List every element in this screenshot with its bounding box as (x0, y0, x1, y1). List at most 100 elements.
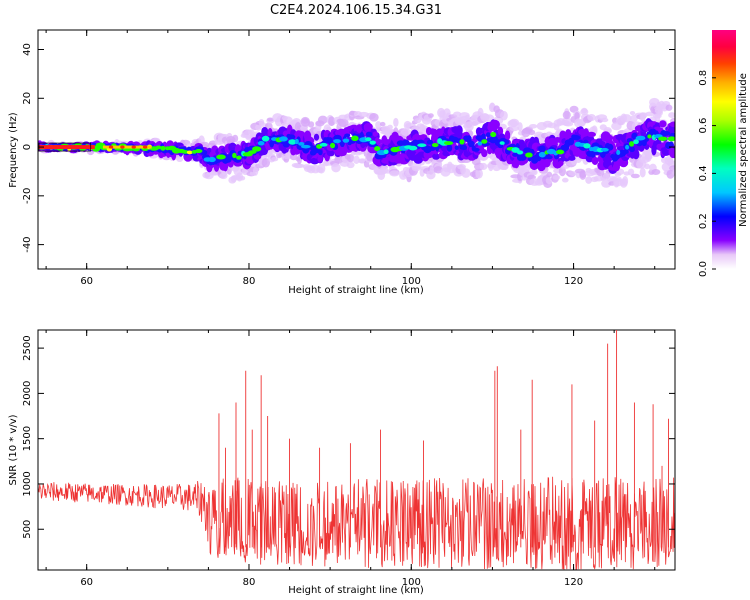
spectrogram-ylabel: Frequency (Hz) (8, 112, 19, 188)
spectrogram-xtick-label: 100 (402, 276, 421, 287)
spectrogram-halo (266, 117, 274, 122)
spectrogram-halo (479, 162, 488, 171)
spectrogram-body (481, 149, 488, 158)
spectrogram-peak (625, 144, 630, 150)
spectrogram-ytick-label: 40 (22, 43, 33, 56)
spectrogram-peak (408, 145, 418, 151)
spectrogram-body (632, 149, 640, 160)
spectrogram-core (629, 146, 635, 153)
spectrogram-halo (622, 176, 629, 186)
spectrogram-peak (261, 135, 270, 142)
spectrogram-halo (375, 121, 382, 129)
spectrogram-peak (342, 138, 350, 143)
spectrogram-halo (552, 175, 561, 180)
snr-ticks: 60 80 100 120 500 1000 1500 2000 2500 (22, 330, 675, 588)
snr-xtick-label: 60 (80, 577, 93, 588)
snr-ytick-label: 2000 (22, 381, 33, 406)
spectrogram-image (38, 97, 675, 188)
spectrogram-core (365, 131, 373, 137)
spectrogram-halo (300, 116, 311, 127)
spectrogram-halo (639, 167, 646, 178)
spectrogram-halo (621, 114, 632, 123)
spectrogram-core (545, 155, 553, 160)
spectrogram-halo (500, 110, 508, 121)
spectrogram-halo (587, 114, 596, 122)
spectrogram-body (375, 139, 383, 145)
spectrogram-halo (645, 152, 652, 162)
spectrogram-core (460, 144, 468, 151)
spectrogram-peak (288, 139, 297, 145)
spectrogram-core (318, 149, 323, 156)
spectrogram-halo (461, 168, 471, 178)
spectrogram-core (467, 140, 475, 148)
spectrogram-peak (647, 134, 652, 139)
spectrogram-ticks: 60 80 100 120 -40 -20 0 20 40 (22, 30, 675, 287)
spectrogram-body (372, 131, 379, 137)
spectrogram-halo (308, 121, 315, 128)
spectrogram-halo (601, 117, 609, 123)
spectrogram-xtick-label: 80 (243, 276, 256, 287)
spectrogram-ridge-spot (120, 145, 125, 149)
spectrogram-halo (393, 117, 399, 128)
spectrogram-halo (517, 122, 523, 132)
colorbar: 0.0 0.2 0.4 0.6 0.8 Normalized spectral ampl… (698, 30, 749, 277)
spectrogram-peak (365, 137, 372, 142)
spectrogram-halo (232, 134, 239, 143)
spectrogram-peak (257, 141, 265, 146)
spectrogram-body (450, 142, 458, 153)
spectrogram-xtick-label: 60 (80, 276, 93, 287)
colorbar-tick-label: 0.4 (698, 165, 709, 181)
spectrogram-core (446, 144, 453, 152)
spectrogram-halo (657, 109, 663, 116)
spectrogram-halo (475, 168, 483, 179)
spectrogram-halo (546, 171, 553, 178)
spectrogram-halo (585, 176, 593, 184)
spectrogram-halo (239, 175, 246, 181)
snr-frame (37, 329, 676, 571)
snr-ytick-label: 1000 (22, 471, 33, 496)
spectrogram-panel: 60 80 100 120 -40 -20 0 20 40 Height of straight… (8, 29, 676, 296)
spectrogram-body (568, 155, 576, 161)
spectrogram-halo (176, 156, 183, 163)
spectrogram-peak (232, 152, 237, 159)
spectrogram-peak (635, 135, 646, 141)
colorbar-tick-label: 0.6 (698, 118, 709, 134)
spectrogram-halo (629, 111, 636, 116)
spectrogram-core (423, 145, 432, 154)
spectrogram-body (558, 160, 564, 167)
snr-xtick-label: 120 (564, 577, 583, 588)
spectrogram-peak (658, 136, 668, 141)
spectrogram-peak (300, 144, 311, 149)
spectrogram-halo (289, 153, 298, 161)
spectrogram-core (571, 135, 581, 141)
spectrogram-body (492, 125, 498, 132)
spectrogram-peak (216, 154, 226, 160)
spectrogram-peak (194, 149, 203, 154)
spectrogram-halo (567, 171, 578, 176)
spectrogram-ytick-label: -20 (22, 188, 33, 204)
spectrogram-body (518, 139, 525, 147)
spectrogram-halo (328, 116, 336, 127)
spectrogram-ridge-spot (131, 145, 136, 149)
colorbar-tick-label: 0.0 (698, 261, 709, 277)
spectrogram-peak (298, 142, 305, 146)
spectrogram-ridge-high (102, 145, 152, 149)
spectrogram-core (454, 145, 459, 150)
colorbar-ticks: 0.0 0.2 0.4 0.6 0.8 (698, 70, 716, 277)
spectrogram-peak (490, 131, 497, 138)
spectrogram-core (668, 141, 674, 147)
snr-ylabel: SNR (10 * v/v) (8, 414, 19, 485)
colorbar-tick-label: 0.8 (698, 70, 709, 86)
spectrogram-halo (464, 114, 471, 122)
spectrogram-peak (294, 138, 299, 145)
spectrogram-peak (481, 139, 488, 144)
spectrogram-peak (333, 139, 341, 144)
spectrogram-core (661, 131, 671, 136)
spectrogram-frame (37, 29, 676, 270)
spectrogram-halo (453, 111, 462, 117)
spectrogram-peak (538, 151, 546, 158)
spectrogram-ytick-label: -40 (22, 236, 33, 252)
spectrogram-peak (351, 135, 359, 142)
spectrogram-peak (208, 156, 216, 163)
spectrogram-halo (294, 163, 305, 168)
